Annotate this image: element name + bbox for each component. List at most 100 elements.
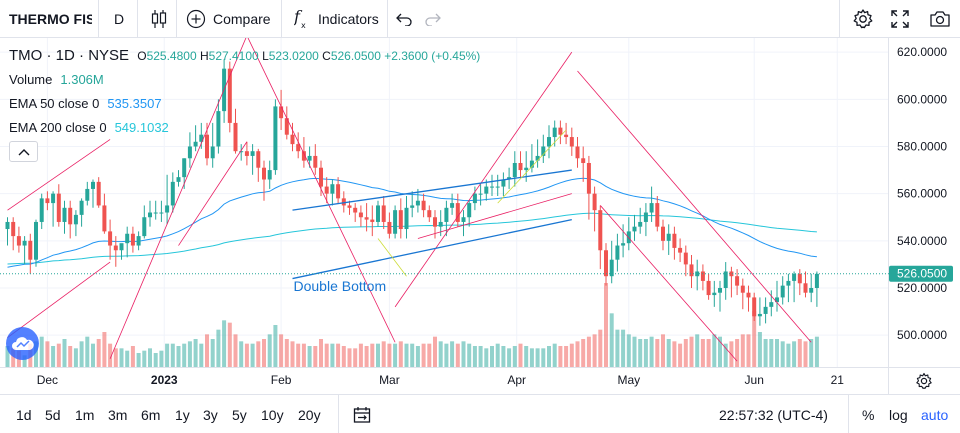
range-5y[interactable]: 5y	[232, 406, 247, 423]
high-label: H	[199, 49, 209, 63]
log-scale-button[interactable]: log	[889, 406, 908, 423]
function-icon: f x	[294, 8, 306, 30]
legend-sep-dot: ·	[46, 47, 52, 64]
toolbar-divider	[281, 0, 282, 38]
y-tick-label: 520.0000	[897, 281, 947, 295]
fullscreen-icon	[891, 10, 909, 28]
trend-channel-line	[109, 38, 247, 359]
trend-line-yellow	[377, 238, 407, 277]
volume-bar	[769, 339, 774, 367]
compare-label: Compare	[213, 11, 271, 27]
volume-bar	[62, 339, 67, 367]
candle-body	[381, 205, 386, 222]
volume-bar	[706, 339, 711, 367]
volume-bar	[341, 346, 346, 367]
tradingview-logo-icon[interactable]	[6, 327, 39, 360]
time-axis-settings-icon[interactable]	[916, 372, 932, 389]
candle-body	[683, 252, 688, 265]
range-1y[interactable]: 1y	[175, 406, 190, 423]
ema200-value: 549.1032	[114, 120, 169, 135]
volume-bar	[79, 341, 84, 367]
volume-bar	[364, 346, 369, 367]
undo-button[interactable]	[395, 0, 413, 38]
clock-timezone[interactable]: 22:57:32 (UTC-4)	[719, 406, 828, 423]
volume-bar	[592, 334, 597, 367]
range-1m[interactable]: 1m	[75, 406, 95, 423]
range-1d[interactable]: 1d	[16, 406, 32, 423]
volume-bar	[142, 350, 147, 367]
trend-channel-line	[247, 38, 396, 343]
candle-body	[450, 203, 455, 208]
candle-body	[233, 122, 238, 152]
candle-body	[284, 118, 289, 135]
volume-bar	[125, 350, 130, 367]
volume-bar	[393, 343, 398, 367]
redo-button[interactable]	[424, 0, 442, 38]
range-6m[interactable]: 6m	[141, 406, 161, 423]
range-3y[interactable]: 3y	[203, 406, 218, 423]
gear-icon	[853, 9, 873, 29]
candle-body	[5, 221, 10, 230]
candlestick-icon[interactable]	[150, 0, 168, 38]
symbol-search[interactable]: THERMO FISHER	[9, 11, 92, 27]
volume-legend[interactable]: Volume 1.306M	[9, 72, 104, 87]
volume-bar	[336, 343, 341, 367]
trend-channel-line	[7, 139, 111, 211]
volume-bar	[712, 334, 717, 367]
auto-scale-button[interactable]: auto	[921, 406, 949, 423]
volume-bar	[148, 348, 152, 367]
candle-body	[415, 200, 420, 206]
volume-bar	[56, 343, 61, 367]
candle-body	[216, 111, 221, 147]
range-5d[interactable]: 5d	[45, 406, 61, 423]
candle-body	[712, 292, 717, 296]
collapse-legend-button[interactable]	[9, 141, 38, 162]
range-20y[interactable]: 20y	[298, 406, 321, 423]
candle-body	[638, 221, 643, 227]
volume-bar	[615, 329, 620, 367]
settings-button[interactable]	[852, 0, 874, 38]
volume-bar	[353, 348, 358, 367]
candle-body	[73, 214, 78, 225]
toolbar-divider	[839, 0, 840, 38]
interval-button[interactable]: D	[114, 11, 125, 27]
candle-body	[490, 186, 494, 188]
volume-bar	[102, 332, 107, 367]
ema200-legend[interactable]: EMA 200 close 0 549.1032	[9, 120, 169, 135]
low-label: L	[262, 49, 269, 63]
fullscreen-button[interactable]	[891, 0, 909, 38]
volume-bar	[792, 341, 797, 367]
percent-scale-button[interactable]: %	[862, 406, 875, 423]
volume-bar	[222, 320, 227, 367]
goto-date-button[interactable]	[353, 395, 371, 433]
snapshot-button[interactable]	[929, 0, 951, 38]
volume-bar	[182, 343, 187, 367]
volume-bar	[273, 325, 278, 367]
volume-bar	[193, 339, 198, 367]
candle-body	[347, 205, 352, 208]
candle-body	[649, 203, 654, 213]
range-10y[interactable]: 10y	[261, 406, 284, 423]
candle-body	[723, 271, 728, 288]
candle-body	[512, 162, 517, 178]
indicators-button[interactable]: f x Indicators	[294, 0, 379, 38]
candle-body	[45, 198, 50, 204]
range-3m[interactable]: 3m	[108, 406, 128, 423]
svg-text:f: f	[294, 8, 303, 26]
candle-body	[336, 184, 341, 199]
ema50-legend[interactable]: EMA 50 close 0 535.3507	[9, 96, 162, 111]
volume-bar	[529, 348, 534, 367]
volume-bar	[199, 343, 204, 367]
compare-button[interactable]: Compare	[186, 0, 271, 38]
gear-outline	[916, 372, 932, 389]
indicators-label: Indicators	[318, 11, 379, 27]
volume-bar	[5, 346, 10, 367]
candle-body	[182, 158, 187, 178]
legend-sep-dot: ·	[79, 47, 85, 64]
price-chart[interactable]: Double Bottom 620.0000 600.0000 580.0000 56…	[0, 38, 960, 394]
candle-body	[803, 283, 808, 293]
volume-bar	[73, 348, 78, 367]
toolbar-divider	[848, 395, 849, 433]
candle-body	[393, 210, 398, 234]
volume-bar	[91, 343, 95, 367]
